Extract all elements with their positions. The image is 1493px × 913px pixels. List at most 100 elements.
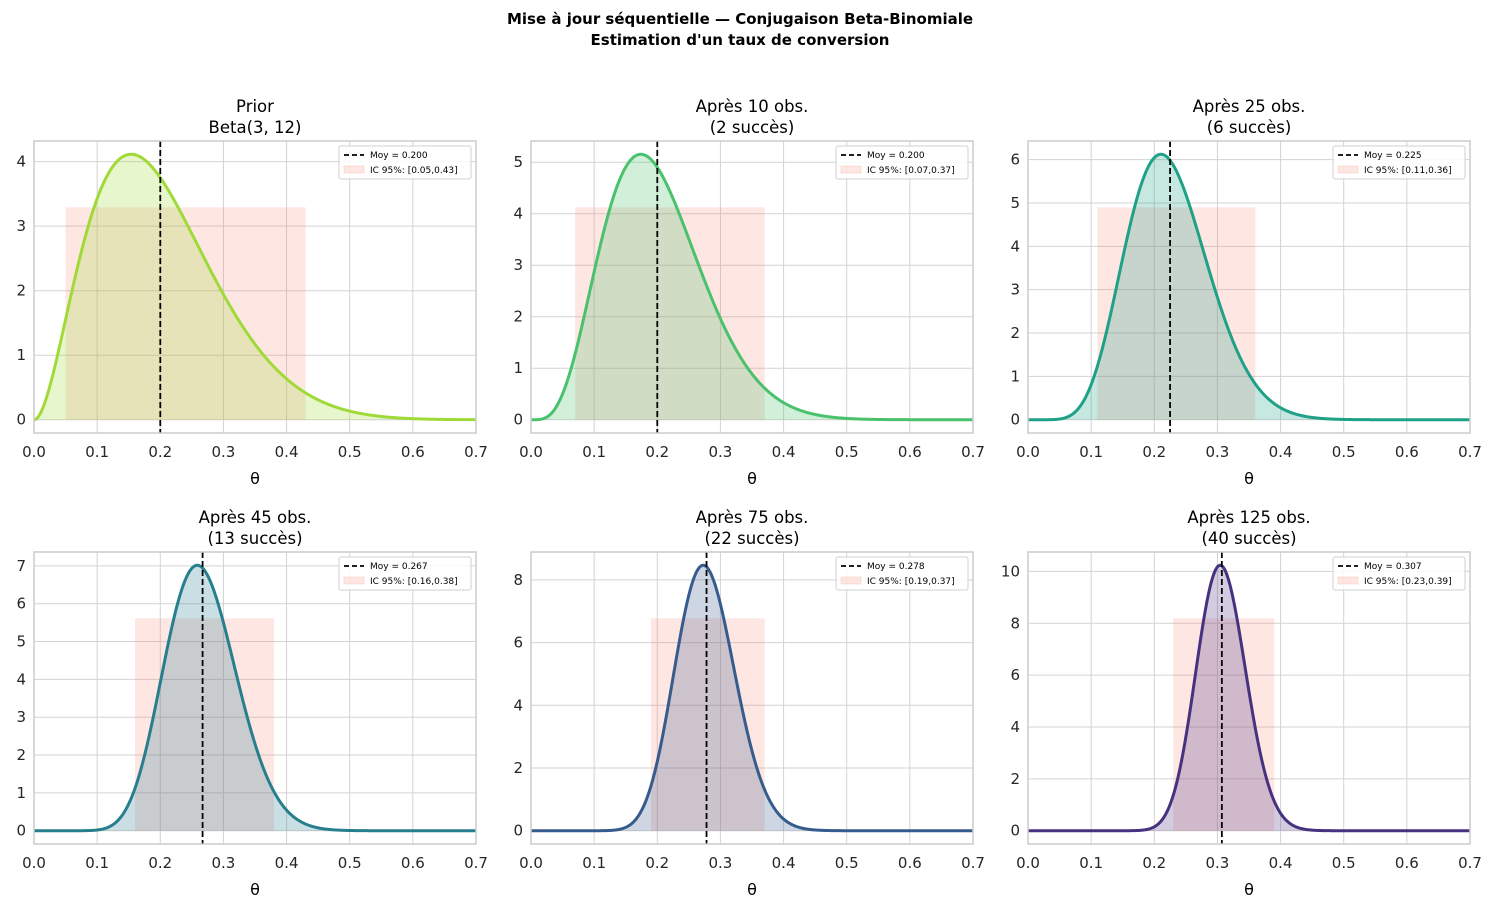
y-tick-label: 2 (16, 282, 26, 300)
x-tick-label: 0.4 (275, 854, 299, 872)
legend-ci-swatch (1337, 576, 1359, 585)
y-tick-label: 2 (1010, 770, 1020, 788)
x-axis-label: θ (250, 469, 260, 488)
x-tick-label: 0.1 (1079, 854, 1103, 872)
axes-frame (33, 551, 477, 845)
y-tick-label: 0 (16, 411, 26, 429)
panel-title-line1: Après 10 obs. (696, 97, 809, 116)
density-curve (33, 152, 477, 422)
legend: Moy = 0.307 IC 95%: [0.23,0.39] (1332, 556, 1466, 591)
legend: Moy = 0.225 IC 95%: [0.11,0.36] (1332, 145, 1466, 180)
y-tick-label: 3 (16, 708, 26, 726)
legend-ci-label: IC 95%: [0.23,0.39] (1364, 577, 1452, 587)
ci-band (575, 207, 765, 420)
x-tick-label: 0.0 (1016, 854, 1040, 872)
y-tick-label: 6 (1010, 151, 1020, 169)
y-tick-label: 0 (1010, 411, 1020, 429)
legend-mean-label: Moy = 0.267 (370, 562, 428, 572)
density-fill (34, 565, 476, 831)
x-tick-label: 0.6 (401, 854, 425, 872)
ci-band (1173, 618, 1275, 831)
x-tick-label: 0.2 (645, 443, 669, 461)
x-tick-label: 0.5 (1332, 854, 1356, 872)
x-tick-label: 0.1 (582, 854, 606, 872)
x-tick-label: 0.5 (1332, 443, 1356, 461)
legend-box (1332, 556, 1466, 591)
ci-band (1097, 207, 1256, 420)
y-tick-label: 0 (16, 822, 26, 840)
axes-frame (1027, 551, 1471, 845)
y-tick-label: 4 (513, 205, 523, 223)
x-axis-label: θ (250, 880, 260, 899)
x-axis-label: θ (1244, 469, 1254, 488)
x-tick-label: 0.4 (275, 443, 299, 461)
x-tick-label: 0.7 (961, 854, 985, 872)
legend-mean-label: Moy = 0.278 (867, 562, 925, 572)
density-fill (34, 154, 476, 420)
legend: Moy = 0.200 IC 95%: [0.05,0.43] (338, 145, 472, 180)
panel-1: 0.0 0.1 0.2 0.3 0.4 0.5 0.6 0.7 0 1 2 3 4 θ Prior Beta(… (16, 97, 487, 488)
density-fill (531, 154, 973, 420)
legend: Moy = 0.278 IC 95%: [0.19,0.37] (835, 556, 969, 591)
figure-title-line1: Mise à jour séquentielle — Conjugaison B… (507, 10, 973, 28)
x-tick-label: 0.6 (1395, 443, 1419, 461)
y-tick-label: 4 (16, 670, 26, 688)
x-tick-label: 0.6 (898, 443, 922, 461)
panel-title-line2: (13 succès) (207, 529, 302, 548)
legend-ci-label: IC 95%: [0.11,0.36] (1364, 166, 1452, 176)
panel-title-line1: Après 45 obs. (199, 508, 312, 527)
y-tick-label: 4 (513, 696, 523, 714)
y-tick-label: 2 (513, 308, 523, 326)
x-tick-label: 0.0 (519, 854, 543, 872)
y-tick-label: 3 (1010, 281, 1020, 299)
legend-ci-label: IC 95%: [0.19,0.37] (867, 577, 955, 587)
y-tick-label: 1 (16, 346, 26, 364)
panel-title-line2: Beta(3, 12) (209, 118, 302, 137)
legend-ci-swatch (343, 165, 365, 174)
x-axis-label: θ (747, 469, 757, 488)
panel-title-line1: Prior (236, 97, 274, 116)
x-tick-label: 0.3 (211, 854, 235, 872)
x-tick-label: 0.1 (85, 854, 109, 872)
x-tick-label: 0.7 (1458, 854, 1482, 872)
y-tick-label: 4 (1010, 237, 1020, 255)
x-tick-label: 0.7 (464, 854, 488, 872)
x-axis-label: θ (1244, 880, 1254, 899)
density-curve (34, 563, 476, 833)
panel-5: 0.0 0.1 0.2 0.3 0.4 0.5 0.6 0.7 0 2 4 6 8 θ Après 75 o… (513, 508, 984, 899)
y-tick-label: 6 (513, 634, 523, 652)
legend-box (338, 145, 472, 180)
legend: Moy = 0.267 IC 95%: [0.16,0.38] (338, 556, 472, 591)
x-tick-label: 0.3 (708, 854, 732, 872)
legend-mean-label: Moy = 0.225 (1364, 151, 1422, 161)
x-tick-label: 0.5 (835, 443, 859, 461)
ci-band (65, 207, 306, 420)
x-tick-label: 0.4 (1269, 854, 1293, 872)
legend-ci-label: IC 95%: [0.05,0.43] (370, 166, 458, 176)
y-tick-label: 5 (16, 633, 26, 651)
legend-ci-swatch (1337, 165, 1359, 174)
x-tick-label: 0.1 (582, 443, 606, 461)
legend-ci-swatch (343, 576, 365, 585)
y-tick-label: 6 (16, 595, 26, 613)
legend: Moy = 0.200 IC 95%: [0.07,0.37] (835, 145, 969, 180)
x-tick-label: 0.7 (961, 443, 985, 461)
legend-box (835, 145, 969, 180)
x-tick-label: 0.6 (401, 443, 425, 461)
panel-title-line1: Après 25 obs. (1193, 97, 1306, 116)
x-tick-label: 0.4 (772, 854, 796, 872)
y-tick-label: 4 (16, 153, 26, 171)
x-tick-label: 0.0 (1016, 443, 1040, 461)
y-tick-label: 3 (513, 256, 523, 274)
y-tick-label: 8 (1010, 614, 1020, 632)
y-tick-label: 2 (16, 746, 26, 764)
x-tick-label: 0.7 (464, 443, 488, 461)
x-tick-label: 0.2 (148, 854, 172, 872)
legend-ci-label: IC 95%: [0.07,0.37] (867, 166, 955, 176)
density-curve (531, 563, 973, 833)
y-tick-label: 8 (513, 571, 523, 589)
x-tick-label: 0.7 (1458, 443, 1482, 461)
density-curve (531, 152, 973, 422)
y-tick-label: 7 (16, 557, 26, 575)
